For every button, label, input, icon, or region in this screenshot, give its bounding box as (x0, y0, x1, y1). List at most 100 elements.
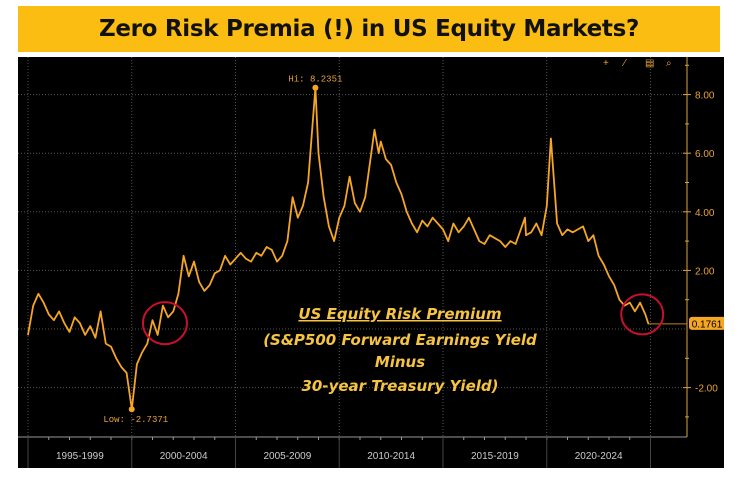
y-tick-label: 4.00 (695, 208, 715, 219)
data-point (37, 293, 39, 295)
data-point (333, 240, 335, 242)
high-label: Hi: 8.2351 (288, 75, 342, 85)
data-point (603, 263, 605, 266)
data-point (478, 240, 480, 242)
data-point (618, 299, 620, 301)
data-point (463, 225, 465, 228)
data-point (234, 258, 237, 260)
data-point (63, 322, 65, 324)
data-point (250, 261, 252, 263)
data-point (146, 343, 148, 345)
data-point (592, 234, 595, 236)
data-point (561, 234, 563, 236)
data-point (219, 269, 221, 271)
data-point (125, 372, 128, 374)
data-point (297, 217, 299, 219)
data-point (494, 237, 496, 239)
data-point (587, 240, 589, 242)
data-point (68, 331, 71, 333)
data-point (390, 164, 392, 166)
low-label: Low: -2.7371 (103, 415, 168, 425)
highlight-circle-2000 (141, 301, 188, 346)
overlay-text-line: 30-year Treasury Yield) (302, 377, 499, 395)
data-point (546, 205, 548, 207)
x-tick-label: 2005-2009 (263, 451, 311, 462)
y-tick-label: 6.00 (695, 149, 715, 160)
data-point (385, 158, 387, 160)
data-point (208, 284, 211, 286)
data-point (540, 234, 543, 236)
data-point (328, 225, 330, 228)
last-value-label: 0.1761 (692, 319, 723, 330)
data-point (162, 304, 164, 307)
data-point (229, 263, 231, 266)
data-point (84, 334, 86, 336)
x-tick-label: 2015-2019 (471, 451, 519, 462)
data-point (74, 316, 76, 318)
data-point (167, 316, 169, 318)
chart-title: Zero Risk Premia (!) in US Equity Market… (98, 16, 640, 42)
data-point (79, 322, 81, 324)
data-point (566, 228, 569, 230)
data-point (442, 228, 444, 230)
data-point (89, 325, 91, 327)
y-tick-label: 8.00 (695, 91, 715, 102)
data-point (317, 152, 320, 154)
data-point (400, 193, 403, 195)
data-point (525, 234, 527, 236)
highlight-circle-2024 (620, 293, 665, 336)
chart-area: 1995-1999 2000-2004 2005-2009 2010-2014 2015… (18, 57, 724, 468)
data-point (136, 363, 138, 365)
data-point (452, 222, 454, 225)
data-point (94, 337, 97, 339)
x-tick-label: 2000-2004 (160, 451, 208, 462)
data-point (115, 357, 117, 359)
data-point (550, 137, 552, 140)
data-point (151, 319, 154, 321)
data-point (416, 231, 418, 233)
data-point (457, 231, 460, 233)
data-point (364, 196, 366, 198)
crosshair-icon: + (603, 58, 609, 69)
y-tick-label: -2.00 (695, 384, 718, 395)
data-point (468, 217, 470, 219)
data-point (473, 228, 475, 230)
data-point (406, 211, 408, 213)
data-point (535, 222, 537, 225)
data-point (338, 217, 340, 219)
overlay-text-line: (S&P500 Forward Earnings Yield (263, 331, 537, 349)
data-point (411, 222, 413, 225)
data-point (437, 222, 439, 225)
data-point (286, 240, 288, 242)
data-point (421, 219, 423, 222)
data-point (188, 275, 190, 277)
data-point (32, 304, 34, 307)
data-point (572, 231, 574, 233)
data-point (432, 217, 434, 219)
data-point (177, 293, 180, 295)
data-point (515, 243, 517, 245)
data-point (639, 302, 641, 304)
data-point (307, 181, 309, 184)
data-point (240, 252, 242, 254)
data-point (343, 205, 346, 207)
line-chart: 1995-1999 2000-2004 2005-2009 2010-2014 2015… (18, 57, 724, 468)
table-icon: ▤ (645, 58, 654, 69)
data-point (629, 302, 631, 304)
data-point (634, 310, 636, 313)
data-point (276, 261, 278, 263)
high-marker (312, 84, 319, 91)
data-point (349, 176, 351, 178)
low-marker (128, 406, 135, 413)
data-point (224, 255, 226, 257)
data-point (380, 140, 382, 143)
series-line (27, 86, 650, 411)
data-point (644, 313, 646, 315)
data-point (509, 240, 512, 242)
data-point (172, 310, 174, 313)
x-tick-label: 2020-2024 (575, 451, 623, 462)
data-point (110, 345, 112, 348)
overlay-text-line: US Equity Risk Premium (298, 305, 501, 323)
data-point (203, 290, 205, 292)
data-point (499, 240, 501, 242)
